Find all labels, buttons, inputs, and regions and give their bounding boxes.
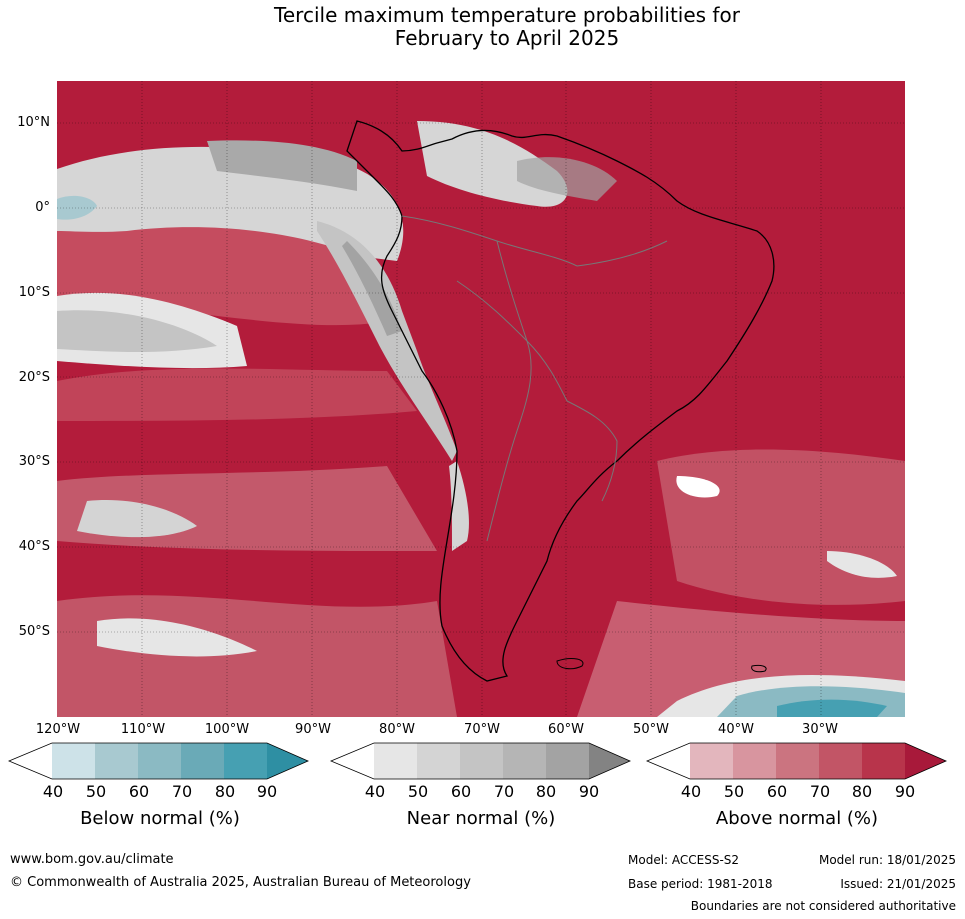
below-tick-40: 40 — [42, 782, 64, 801]
lon-label-50w: 50°W — [633, 722, 669, 737]
colorbar-segment — [589, 743, 630, 779]
near-normal-colorbar — [330, 742, 631, 780]
colorbar-segment — [52, 743, 95, 779]
above-normal-title: Above normal (%) — [715, 808, 879, 829]
lat-label-0: 0° — [35, 200, 50, 215]
above-tick-90: 90 — [894, 782, 916, 801]
colorbar-segment — [690, 743, 733, 779]
lon-label-70w: 70°W — [464, 722, 500, 737]
coastline — [346, 120, 775, 682]
above-tick-50: 50 — [723, 782, 745, 801]
near-tick-70: 70 — [493, 782, 515, 801]
lon-label-80w: 80°W — [379, 722, 415, 737]
lon-label-120w: 120°W — [35, 722, 81, 737]
lat-label-30s: 30°S — [18, 454, 50, 469]
below-tick-60: 60 — [128, 782, 150, 801]
lat-label-10n: 10°N — [17, 115, 50, 130]
near-tick-80: 80 — [535, 782, 557, 801]
colorbar-segment — [95, 743, 138, 779]
colorbar-segment — [546, 743, 589, 779]
base-period-text: Base period: 1981-2018 — [628, 877, 773, 891]
near-tick-50: 50 — [407, 782, 429, 801]
colorbar-segment — [417, 743, 460, 779]
colorbar-segment — [905, 743, 946, 779]
colorbar-segment — [224, 743, 267, 779]
lon-label-90w: 90°W — [295, 722, 331, 737]
model-text: Model: ACCESS-S2 — [628, 853, 740, 867]
colorbar-segment — [503, 743, 546, 779]
below-tick-50: 50 — [85, 782, 107, 801]
colorbar-segment — [181, 743, 224, 779]
lat-label-40s: 40°S — [18, 539, 50, 554]
lat-label-10s: 10°S — [18, 285, 50, 300]
map-title: Tercile maximum temperature probabilitie… — [0, 4, 965, 50]
lon-label-40w: 40°W — [718, 722, 754, 737]
colorbar-segment — [331, 743, 374, 779]
above-tick-40: 40 — [680, 782, 702, 801]
title-line-1: Tercile maximum temperature probabilitie… — [274, 3, 740, 27]
probability-map — [57, 81, 905, 717]
lon-label-30w: 30°W — [802, 722, 838, 737]
above-tick-60: 60 — [766, 782, 788, 801]
below-tick-90: 90 — [256, 782, 278, 801]
colorbar-segment — [460, 743, 503, 779]
lat-label-20s: 20°S — [18, 370, 50, 385]
copyright-text: © Commonwealth of Australia 2025, Austra… — [10, 875, 471, 890]
near-tick-90: 90 — [578, 782, 600, 801]
below-tick-80: 80 — [214, 782, 236, 801]
title-line-2: February to April 2025 — [394, 26, 620, 50]
colorbar-segment — [862, 743, 905, 779]
below-tick-70: 70 — [171, 782, 193, 801]
above-tick-70: 70 — [809, 782, 831, 801]
colorbar-segment — [374, 743, 417, 779]
website-link[interactable]: www.bom.gov.au/climate — [10, 852, 174, 867]
colorbar-segment — [647, 743, 690, 779]
lon-label-60w: 60°W — [548, 722, 584, 737]
model-run-text: Model run: 18/01/2025 — [818, 853, 956, 867]
below-normal-title: Below normal (%) — [80, 808, 240, 829]
lon-label-100w: 100°W — [204, 722, 250, 737]
above-tick-80: 80 — [851, 782, 873, 801]
colorbar-segment — [267, 743, 308, 779]
near-tick-60: 60 — [450, 782, 472, 801]
colorbar-segment — [9, 743, 52, 779]
lat-label-50s: 50°S — [18, 624, 50, 639]
near-normal-title: Near normal (%) — [406, 808, 556, 829]
above-normal-colorbar — [646, 742, 947, 780]
below-normal-colorbar — [8, 742, 309, 780]
colorbar-segment — [776, 743, 819, 779]
near-tick-40: 40 — [364, 782, 386, 801]
lon-label-110w: 110°W — [120, 722, 166, 737]
colorbar-segment — [819, 743, 862, 779]
colorbar-segment — [733, 743, 776, 779]
issued-text: Issued: 21/01/2025 — [840, 877, 956, 891]
colorbar-segment — [138, 743, 181, 779]
boundaries-disclaimer: Boundaries are not considered authoritat… — [690, 899, 956, 913]
